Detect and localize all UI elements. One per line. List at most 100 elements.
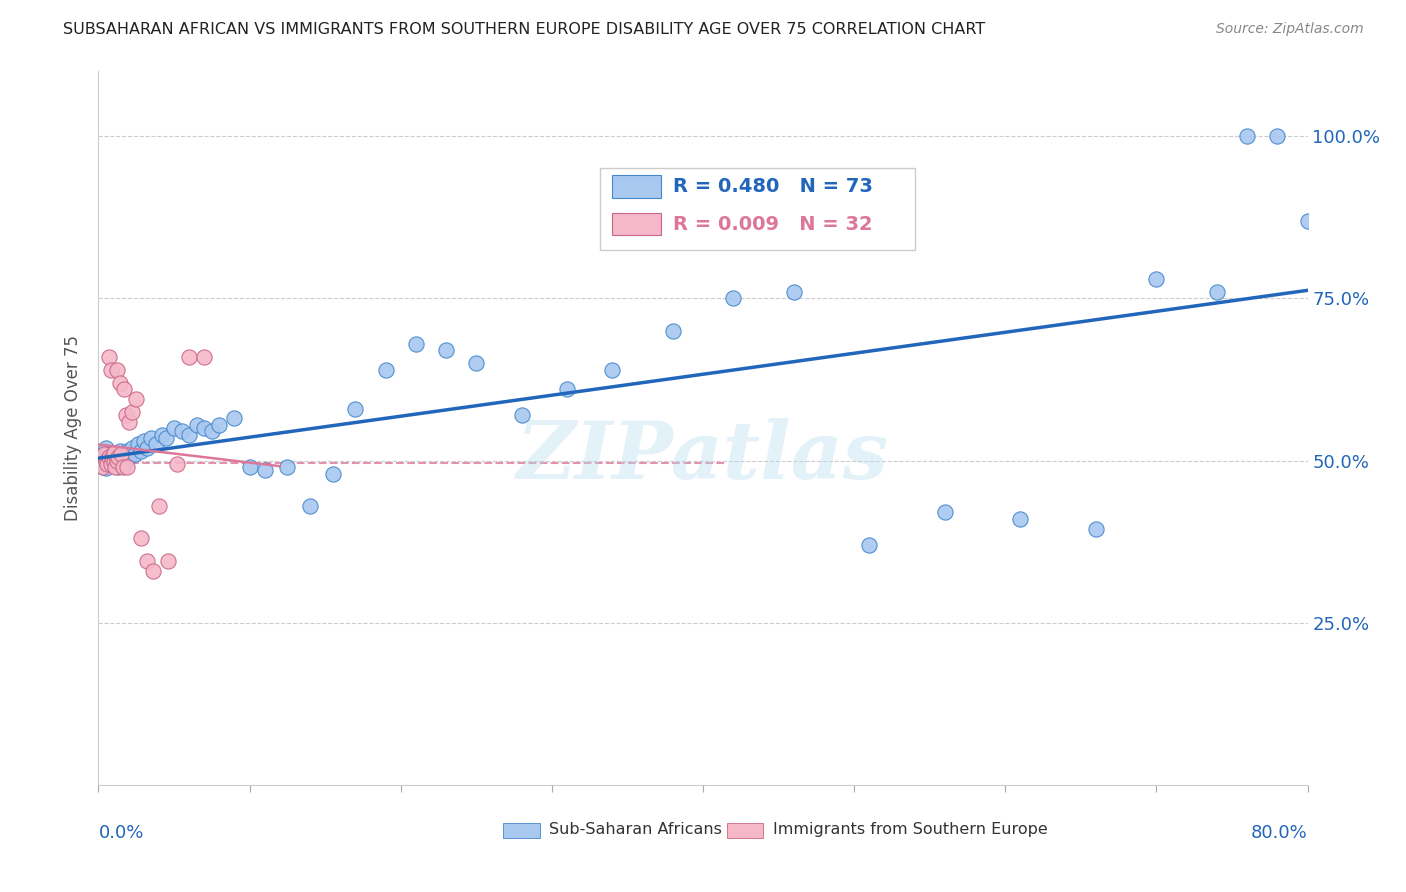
Point xyxy=(118,450,141,465)
Point xyxy=(179,427,201,442)
Point xyxy=(405,336,427,351)
Point xyxy=(103,455,125,469)
Text: ZIPatlas: ZIPatlas xyxy=(517,418,889,495)
Point xyxy=(155,431,177,445)
Point xyxy=(150,427,173,442)
Point xyxy=(105,453,128,467)
Point xyxy=(858,538,880,552)
Point xyxy=(100,457,122,471)
Point xyxy=(1236,129,1258,144)
Point xyxy=(186,417,208,432)
Point xyxy=(602,363,624,377)
Point xyxy=(91,460,114,475)
Text: SUBSAHARAN AFRICAN VS IMMIGRANTS FROM SOUTHERN EUROPE DISABILITY AGE OVER 75 COR: SUBSAHARAN AFRICAN VS IMMIGRANTS FROM SO… xyxy=(63,22,986,37)
Point xyxy=(101,450,124,465)
Point xyxy=(434,343,457,358)
Point xyxy=(105,449,128,463)
Point xyxy=(135,441,157,455)
Point xyxy=(253,463,276,477)
Y-axis label: Disability Age Over 75: Disability Age Over 75 xyxy=(65,335,83,521)
Point xyxy=(141,431,163,445)
Point xyxy=(121,441,143,455)
Point xyxy=(105,363,128,377)
Point xyxy=(100,457,122,471)
Bar xyxy=(613,212,661,235)
Point xyxy=(148,499,170,513)
Text: 80.0%: 80.0% xyxy=(1251,824,1308,842)
Point xyxy=(208,417,231,432)
Point xyxy=(94,441,117,455)
Point xyxy=(193,350,215,364)
Point xyxy=(661,324,683,338)
Point xyxy=(115,443,138,458)
Point xyxy=(101,453,124,467)
Point xyxy=(103,446,125,460)
Point xyxy=(108,376,131,390)
Point xyxy=(135,554,157,568)
Point xyxy=(1296,213,1319,227)
Point xyxy=(100,447,122,461)
Point xyxy=(170,425,193,439)
Point xyxy=(91,460,114,475)
Point xyxy=(105,452,128,467)
Point xyxy=(104,457,127,471)
Point xyxy=(1010,512,1032,526)
Text: Immigrants from Southern Europe: Immigrants from Southern Europe xyxy=(773,822,1047,838)
Point xyxy=(132,434,155,449)
Bar xyxy=(727,822,763,838)
Point xyxy=(1267,129,1289,144)
Point xyxy=(142,564,165,578)
Point xyxy=(1085,522,1108,536)
Point xyxy=(723,292,745,306)
Point xyxy=(94,461,117,475)
Point xyxy=(114,452,136,467)
Point xyxy=(299,499,322,513)
Point xyxy=(110,447,132,461)
Point xyxy=(96,447,118,461)
Point xyxy=(115,460,138,475)
Point xyxy=(163,421,186,435)
Point xyxy=(112,457,135,471)
Point xyxy=(166,457,188,471)
Point xyxy=(96,453,118,467)
Text: 0.0%: 0.0% xyxy=(98,824,143,842)
Point xyxy=(145,437,167,451)
Point xyxy=(934,506,956,520)
Point xyxy=(179,350,201,364)
Point xyxy=(94,450,117,465)
FancyBboxPatch shape xyxy=(600,168,915,250)
Point xyxy=(100,363,122,377)
Point xyxy=(125,392,148,406)
Point xyxy=(103,446,125,460)
Point xyxy=(94,453,117,467)
Point xyxy=(121,405,143,419)
Point xyxy=(510,408,533,422)
Text: Source: ZipAtlas.com: Source: ZipAtlas.com xyxy=(1216,22,1364,37)
Point xyxy=(107,460,129,475)
Point xyxy=(344,401,367,416)
Bar xyxy=(503,822,540,838)
Point xyxy=(127,437,149,451)
Point xyxy=(129,443,152,458)
Point xyxy=(107,450,129,465)
Point xyxy=(322,467,344,481)
Point xyxy=(124,447,146,461)
Point xyxy=(374,363,396,377)
Bar xyxy=(613,175,661,198)
Point xyxy=(555,382,578,396)
Point xyxy=(239,460,262,475)
Point xyxy=(93,447,115,461)
Point xyxy=(103,455,125,469)
Point xyxy=(465,356,488,370)
Point xyxy=(276,460,298,475)
Text: Sub-Saharan Africans: Sub-Saharan Africans xyxy=(550,822,723,838)
Point xyxy=(98,450,121,465)
Point xyxy=(118,415,141,429)
Point xyxy=(783,285,806,299)
Text: R = 0.009   N = 32: R = 0.009 N = 32 xyxy=(672,215,872,234)
Point xyxy=(1206,285,1229,299)
Point xyxy=(224,411,246,425)
Point xyxy=(1144,272,1167,286)
Point xyxy=(156,554,179,568)
Point xyxy=(101,450,124,465)
